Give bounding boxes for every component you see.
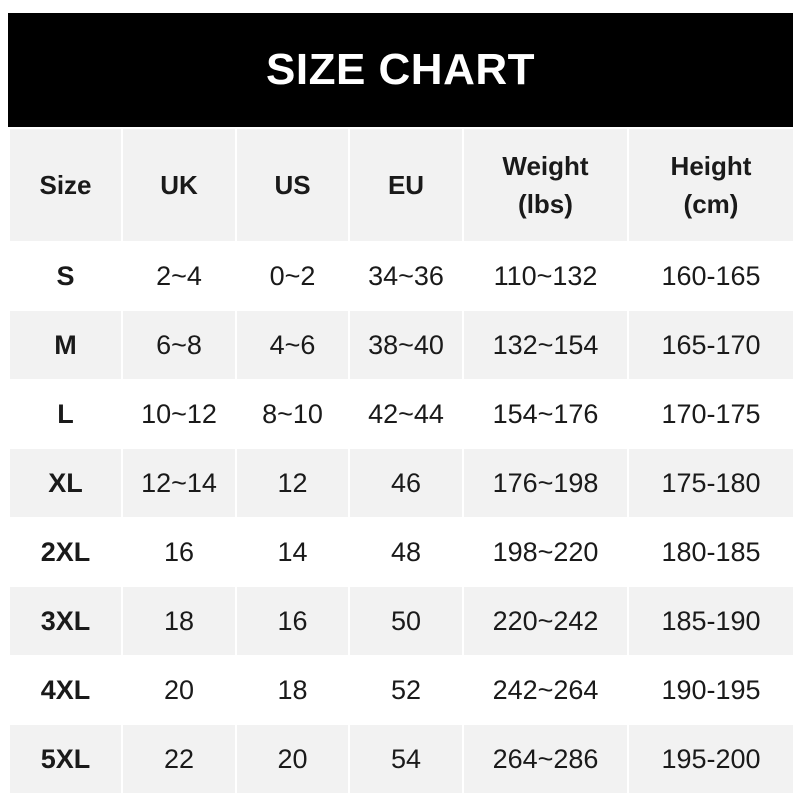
cell-uk: 20 <box>121 655 237 725</box>
size-table: Size UK US EU Weight (lbs) Height (cm) S 2~4 0~2 3… <box>8 128 795 793</box>
table-row: S 2~4 0~2 34~36 110~132 160-165 <box>8 241 795 311</box>
cell-weight: 132~154 <box>462 310 629 380</box>
cell-us: 16 <box>235 586 350 656</box>
cell-height: 195-200 <box>627 724 795 793</box>
cell-eu: 46 <box>348 448 464 518</box>
cell-uk: 2~4 <box>121 241 237 311</box>
cell-uk: 6~8 <box>121 310 237 380</box>
cell-size: S <box>8 241 123 311</box>
cell-weight: 154~176 <box>462 379 629 449</box>
cell-size: L <box>8 379 123 449</box>
cell-height: 185-190 <box>627 586 795 656</box>
cell-eu: 52 <box>348 655 464 725</box>
cell-eu: 42~44 <box>348 379 464 449</box>
column-header-uk: UK <box>121 128 237 242</box>
table-row: XL 12~14 12 46 176~198 175-180 <box>8 448 795 518</box>
cell-height: 190-195 <box>627 655 795 725</box>
cell-uk: 12~14 <box>121 448 237 518</box>
cell-us: 14 <box>235 517 350 587</box>
cell-height: 160-165 <box>627 241 795 311</box>
header-row: Size UK US EU Weight (lbs) Height (cm) <box>8 128 795 242</box>
table-row: 2XL 16 14 48 198~220 180-185 <box>8 517 795 587</box>
column-header-line: Height <box>670 151 752 181</box>
cell-us: 8~10 <box>235 379 350 449</box>
cell-uk: 16 <box>121 517 237 587</box>
cell-eu: 48 <box>348 517 464 587</box>
column-header-line: (cm) <box>683 189 739 219</box>
cell-weight: 220~242 <box>462 586 629 656</box>
column-header-size: Size <box>8 128 123 242</box>
cell-size: 2XL <box>8 517 123 587</box>
cell-height: 165-170 <box>627 310 795 380</box>
column-header-eu: EU <box>348 128 464 242</box>
cell-weight: 176~198 <box>462 448 629 518</box>
cell-size: M <box>8 310 123 380</box>
cell-eu: 38~40 <box>348 310 464 380</box>
cell-weight: 264~286 <box>462 724 629 793</box>
cell-eu: 34~36 <box>348 241 464 311</box>
cell-uk: 18 <box>121 586 237 656</box>
cell-weight: 242~264 <box>462 655 629 725</box>
cell-weight: 110~132 <box>462 241 629 311</box>
cell-height: 170-175 <box>627 379 795 449</box>
column-header-line: Size <box>39 170 92 200</box>
cell-height: 175-180 <box>627 448 795 518</box>
column-header-line: US <box>274 170 311 200</box>
table-row: M 6~8 4~6 38~40 132~154 165-170 <box>8 310 795 380</box>
cell-height: 180-185 <box>627 517 795 587</box>
title-bar: SIZE CHART <box>8 13 793 127</box>
table-row: 3XL 18 16 50 220~242 185-190 <box>8 586 795 656</box>
cell-eu: 50 <box>348 586 464 656</box>
cell-us: 4~6 <box>235 310 350 380</box>
cell-us: 0~2 <box>235 241 350 311</box>
cell-us: 18 <box>235 655 350 725</box>
table-row: L 10~12 8~10 42~44 154~176 170-175 <box>8 379 795 449</box>
column-header-weight: Weight (lbs) <box>462 128 629 242</box>
column-header-line: Weight <box>502 151 589 181</box>
cell-weight: 198~220 <box>462 517 629 587</box>
cell-size: 5XL <box>8 724 123 793</box>
cell-us: 20 <box>235 724 350 793</box>
cell-us: 12 <box>235 448 350 518</box>
column-header-line: EU <box>387 170 425 200</box>
table-row: 5XL 22 20 54 264~286 195-200 <box>8 724 795 793</box>
column-header-line: (lbs) <box>518 189 573 219</box>
cell-eu: 54 <box>348 724 464 793</box>
cell-uk: 22 <box>121 724 237 793</box>
column-header-us: US <box>235 128 350 242</box>
cell-size: 4XL <box>8 655 123 725</box>
cell-size: 3XL <box>8 586 123 656</box>
cell-uk: 10~12 <box>121 379 237 449</box>
column-header-height: Height (cm) <box>627 128 795 242</box>
table-row: 4XL 20 18 52 242~264 190-195 <box>8 655 795 725</box>
column-header-line: UK <box>160 170 198 200</box>
cell-size: XL <box>8 448 123 518</box>
page-title: SIZE CHART <box>266 45 535 94</box>
